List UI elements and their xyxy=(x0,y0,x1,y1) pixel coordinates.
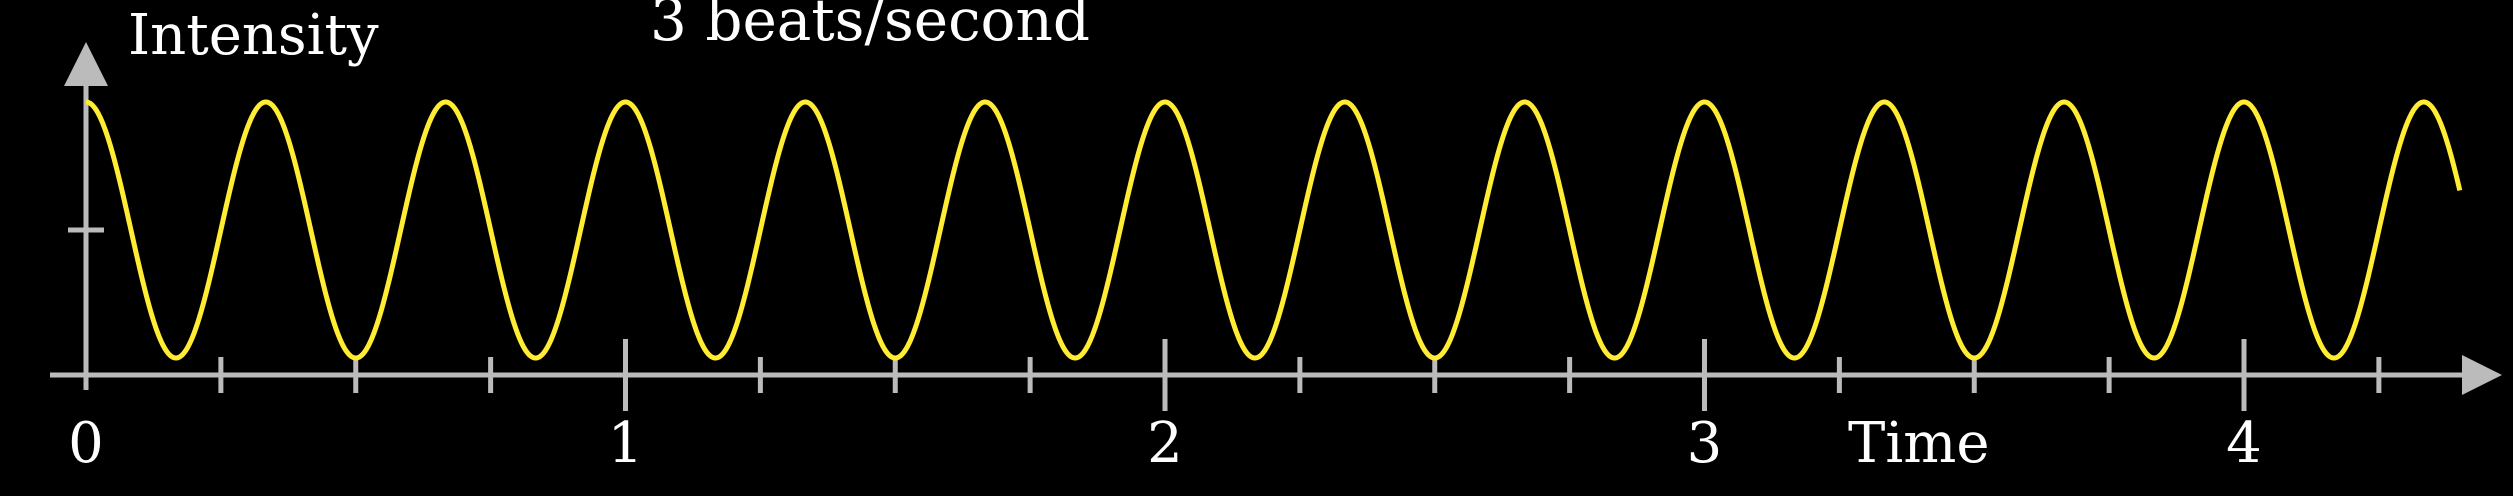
chart-title: 3 beats/second xyxy=(650,0,1090,54)
x-axis-arrow xyxy=(2462,355,2502,395)
y-axis-arrow xyxy=(64,42,108,86)
x-tick-label: 1 xyxy=(608,411,644,476)
y-axis-label: Intensity xyxy=(128,3,379,68)
x-tick-label: 4 xyxy=(2226,411,2262,476)
labels: 3 beats/second Intensity Time xyxy=(128,0,1990,476)
intensity-curve xyxy=(84,99,2463,361)
x-tick-label: 0 xyxy=(68,411,104,476)
x-tick-labels: 0 1 2 3 4 xyxy=(68,411,2262,476)
curve-layer xyxy=(84,99,2463,361)
axes xyxy=(50,42,2502,411)
x-axis-label: Time xyxy=(1848,411,1990,476)
x-tick-label: 2 xyxy=(1147,411,1183,476)
x-tick-label: 3 xyxy=(1687,411,1723,476)
